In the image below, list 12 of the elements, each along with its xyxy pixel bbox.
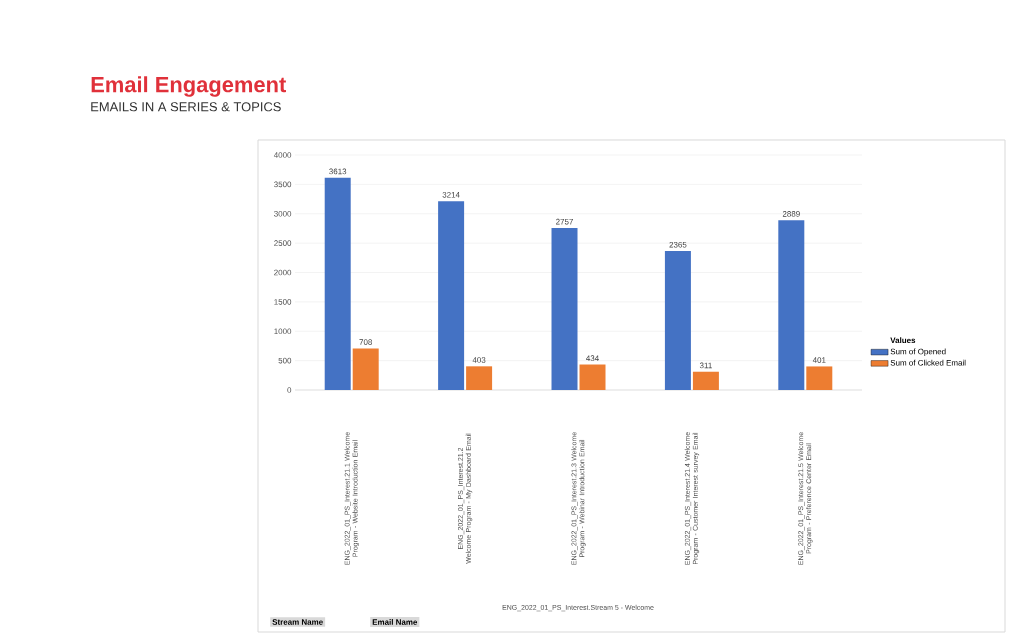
bar bbox=[806, 366, 833, 390]
bar bbox=[664, 251, 691, 390]
text: EMAILS IN A SERIES & TOPICS bbox=[91, 102, 281, 112]
bar bbox=[778, 220, 805, 390]
bar bbox=[579, 364, 606, 390]
chart-title: Email Engagement bbox=[91, 76, 287, 97]
bar bbox=[466, 366, 493, 390]
bar bbox=[324, 177, 351, 390]
bar bbox=[438, 201, 465, 390]
bar bbox=[692, 371, 719, 390]
bar bbox=[551, 228, 578, 390]
bar bbox=[352, 348, 379, 390]
